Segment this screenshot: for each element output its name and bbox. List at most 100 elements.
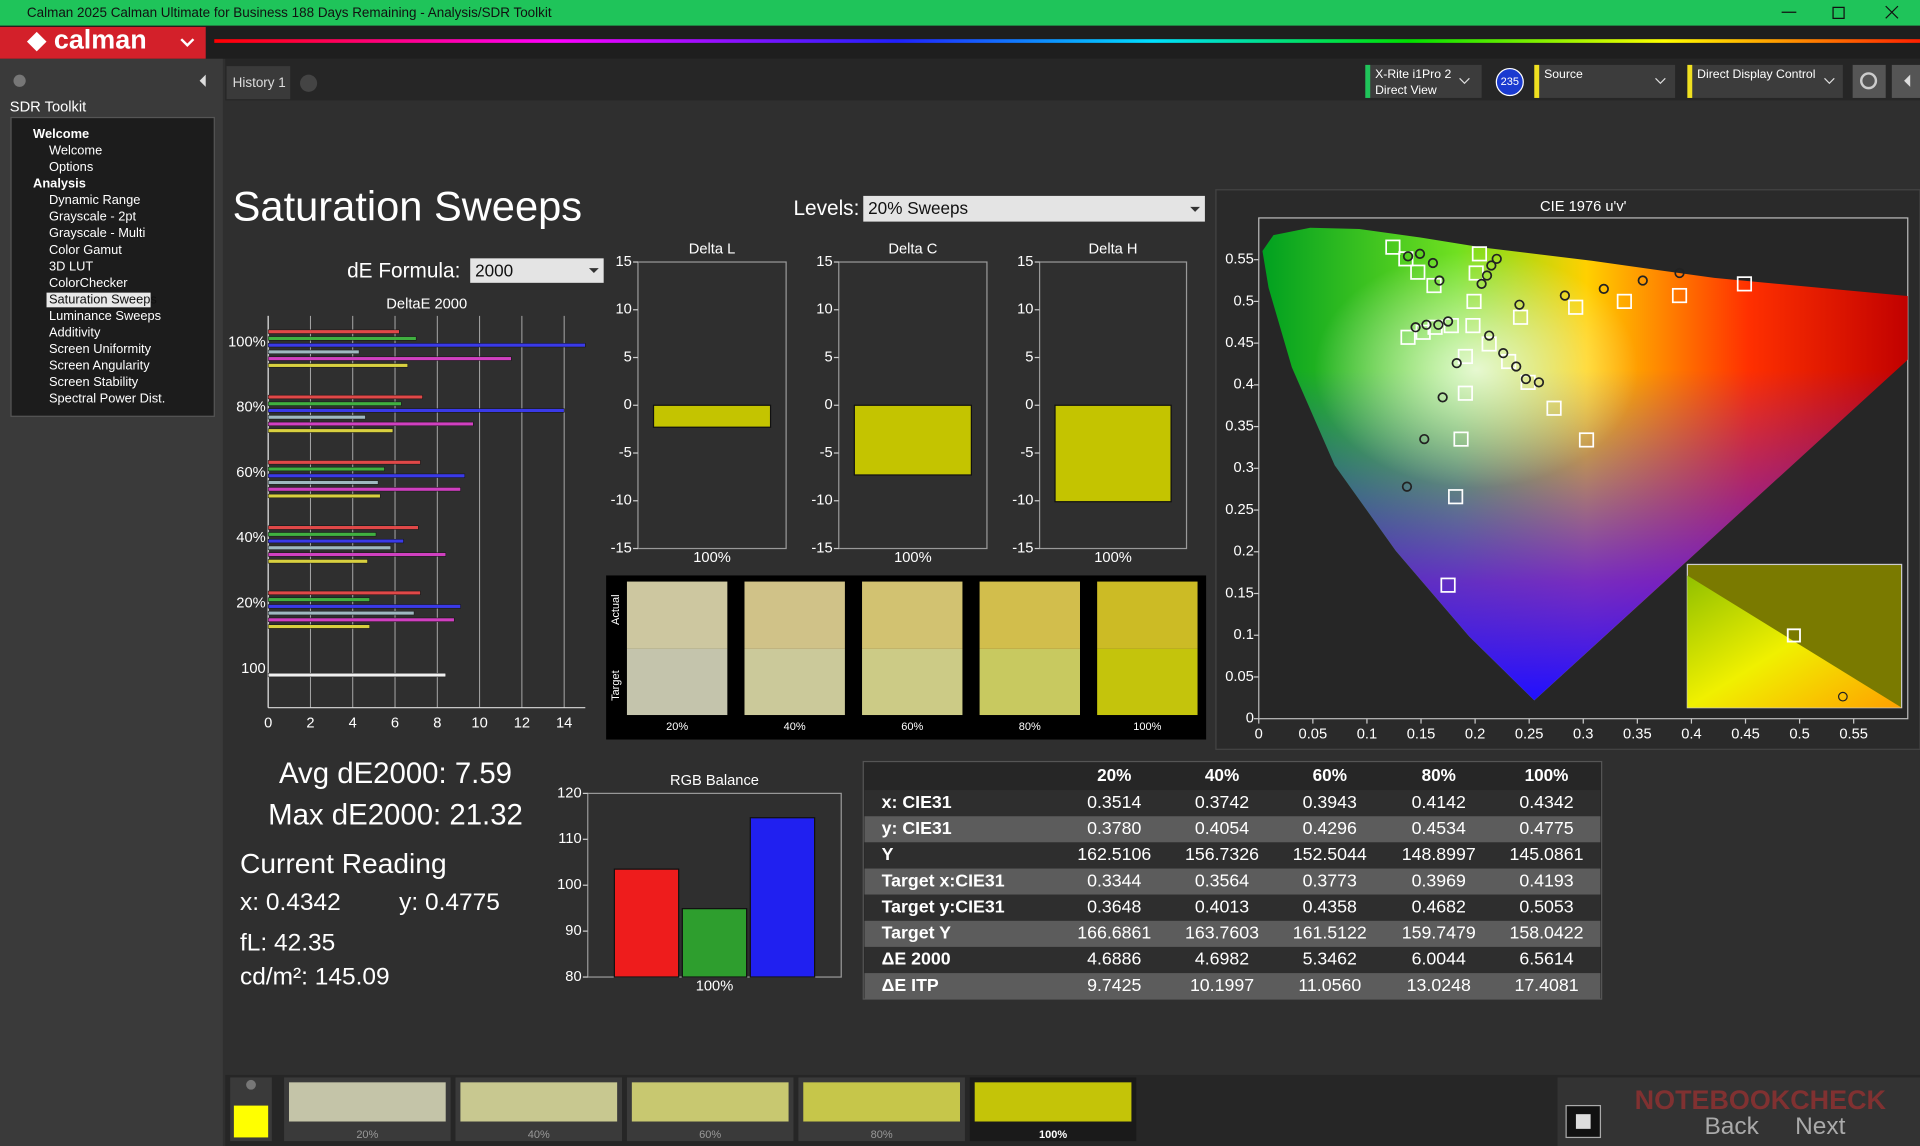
x-tick-label: 0.1 [1357, 726, 1377, 742]
page-title: Saturation Sweeps [233, 182, 582, 229]
target-marker [1426, 277, 1442, 294]
table-cell: 156.7326 [1185, 844, 1259, 864]
x-tick-label: 4 [349, 715, 357, 731]
bar [853, 404, 972, 476]
reading-title: Current Reading [240, 848, 447, 879]
tree-item: Luminance Sweeps [49, 308, 161, 323]
target-marker [1457, 385, 1473, 401]
bar [267, 624, 370, 629]
settings-button[interactable] [1852, 64, 1886, 98]
measured-marker [1419, 433, 1430, 445]
table-cell: 0.3564 [1195, 870, 1249, 890]
measured-marker [1427, 257, 1439, 269]
column-header: 40% [1205, 765, 1239, 785]
formula-dropdown[interactable] [470, 258, 604, 283]
display-box[interactable] [1687, 64, 1843, 98]
bar [267, 617, 455, 622]
table-cell: 159.7479 [1402, 923, 1476, 943]
bar [267, 415, 366, 420]
table-cell: 0.4142 [1412, 792, 1466, 812]
selected-item [46, 292, 151, 308]
y-tick-label: 0.2 [1233, 544, 1253, 560]
tab[interactable] [226, 66, 291, 100]
table-cell: 145.0861 [1510, 844, 1584, 864]
y-tick-label: 5 [624, 349, 632, 365]
table-row [864, 920, 1601, 947]
sidebar-collapse[interactable] [199, 74, 206, 87]
target-marker [1471, 246, 1488, 262]
table-cell: 11.0560 [1298, 975, 1361, 995]
chart-title: Delta H [1089, 242, 1138, 258]
measured-marker [1491, 253, 1502, 264]
zoom-reading [1837, 691, 1848, 702]
bar [267, 525, 419, 530]
badge-text: 235 [1501, 76, 1519, 88]
back-button[interactable]: Back [1704, 1113, 1759, 1140]
x-tick-label: 0 [1255, 726, 1263, 742]
measured-marker [1598, 283, 1609, 295]
window-controls[interactable] [1781, 5, 1899, 19]
table-cell: 5.3462 [1303, 949, 1357, 969]
bar [267, 408, 565, 413]
column-header: 100% [1525, 765, 1569, 785]
measured-marker [1484, 330, 1495, 341]
bar [267, 538, 404, 544]
y-tick-label: 80% [236, 400, 265, 416]
target-marker [1465, 318, 1481, 334]
y-tick-label: 5 [824, 349, 832, 365]
levels-dropdown[interactable] [863, 195, 1205, 222]
bar [1054, 404, 1172, 503]
swatch-color [460, 1082, 618, 1122]
tree-item: Welcome [49, 143, 102, 158]
next-button[interactable]: Next [1795, 1113, 1846, 1140]
tree-item: Color Gamut [49, 242, 122, 257]
bar [267, 336, 417, 341]
row-label: ΔE ITP [882, 975, 939, 995]
swatch-color [288, 1082, 446, 1122]
measured-marker [1421, 319, 1432, 330]
logo-arrow [180, 38, 195, 48]
badge[interactable] [1495, 67, 1524, 97]
table-cell: 0.4296 [1303, 818, 1357, 838]
display-label: Direct Display Control [1697, 67, 1815, 81]
actual-swatch [1097, 581, 1198, 649]
table-cell: 0.4342 [1519, 792, 1573, 812]
avg-de: Avg dE2000: 7.59 [279, 757, 512, 790]
table-row [864, 868, 1601, 895]
table-cell: 166.6861 [1077, 923, 1151, 943]
x-tick-label: 100% [693, 550, 731, 566]
toggle-arrow [1904, 74, 1911, 87]
tree-item: Dynamic Range [49, 192, 140, 207]
dropdown-arrow [1459, 77, 1470, 85]
source-box[interactable] [1534, 64, 1676, 98]
bar [267, 394, 423, 400]
y-tick-label: 20% [236, 595, 265, 611]
y-tick-label: 100 [241, 661, 266, 677]
watermark: NOTEBOOKCHECK [1635, 1085, 1887, 1115]
dropdown-arrow [588, 268, 599, 274]
table-row [864, 790, 1601, 817]
table-cell: 162.5106 [1077, 844, 1151, 864]
tree-item: Saturation Sweeps [49, 291, 157, 306]
y-tick-label: 0.45 [1225, 335, 1254, 351]
stop-button[interactable] [1565, 1104, 1602, 1139]
bar [267, 590, 421, 595]
y-tick-label: 15 [1017, 254, 1033, 270]
table-row [864, 946, 1601, 974]
add-tab[interactable] [300, 74, 318, 92]
table-cell: 17.4081 [1514, 975, 1578, 995]
table-cell: 0.5053 [1519, 896, 1573, 916]
tree-item: Screen Angularity [49, 357, 150, 372]
bar [267, 545, 392, 550]
formula-label: dE Formula: [347, 259, 460, 282]
swatch-label: 40% [784, 721, 806, 733]
bar [267, 421, 474, 427]
chart-title: Delta C [888, 242, 937, 258]
sidebar-pin[interactable] [13, 74, 26, 87]
bar [267, 329, 400, 334]
reading-fl: fL: 42.35 [240, 929, 335, 956]
row-label: Y [882, 844, 894, 864]
x-tick-label: 0.35 [1623, 726, 1652, 742]
x-tick-label: 10 [471, 715, 487, 731]
